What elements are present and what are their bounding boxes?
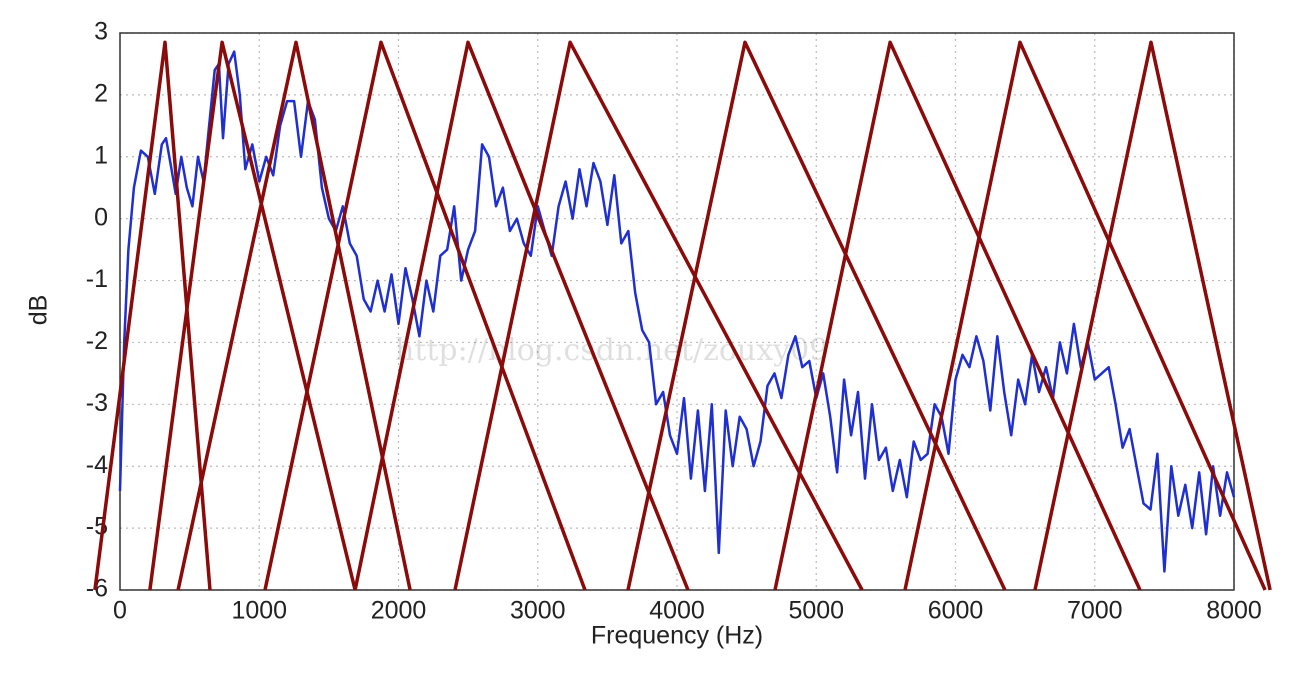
x-tick-label: 5000 [788, 597, 844, 625]
y-tick-label: -1 [86, 265, 108, 293]
filter-line [626, 40, 1007, 591]
y-tick-label: 0 [94, 203, 108, 231]
x-tick-label: 4000 [649, 597, 705, 625]
y-tick-label: 2 [94, 79, 108, 107]
filter-line [773, 40, 1142, 591]
filter-line [1033, 40, 1272, 591]
x-tick-label: 1000 [231, 597, 287, 625]
filter-line [148, 40, 357, 591]
x-axis-title: Frequency (Hz) [591, 622, 763, 650]
x-tick-label: 6000 [928, 597, 984, 625]
y-tick-label: -4 [86, 451, 108, 479]
filter-line [93, 40, 212, 591]
x-tick-label: 2000 [371, 597, 427, 625]
plot-frame [119, 32, 1235, 591]
filter-line [263, 40, 587, 591]
y-tick-label: -6 [86, 575, 108, 603]
filter-line [176, 40, 412, 591]
x-tick-label: 7000 [1067, 597, 1123, 625]
filter-line [453, 40, 864, 591]
filter-line [353, 40, 690, 591]
x-tick-label: 3000 [510, 597, 566, 625]
y-axis-title: dB [25, 295, 53, 326]
y-tick-label: 1 [94, 141, 108, 169]
watermark: http://blog.csdn.net/zouxy09 [395, 333, 828, 368]
y-tick-label: 3 [94, 18, 108, 46]
filter-line [903, 40, 1267, 591]
y-tick-label: -2 [86, 327, 108, 355]
y-tick-label: -3 [86, 389, 108, 417]
x-tick-label: 8000 [1206, 597, 1262, 625]
x-tick-label: 0 [113, 597, 127, 625]
